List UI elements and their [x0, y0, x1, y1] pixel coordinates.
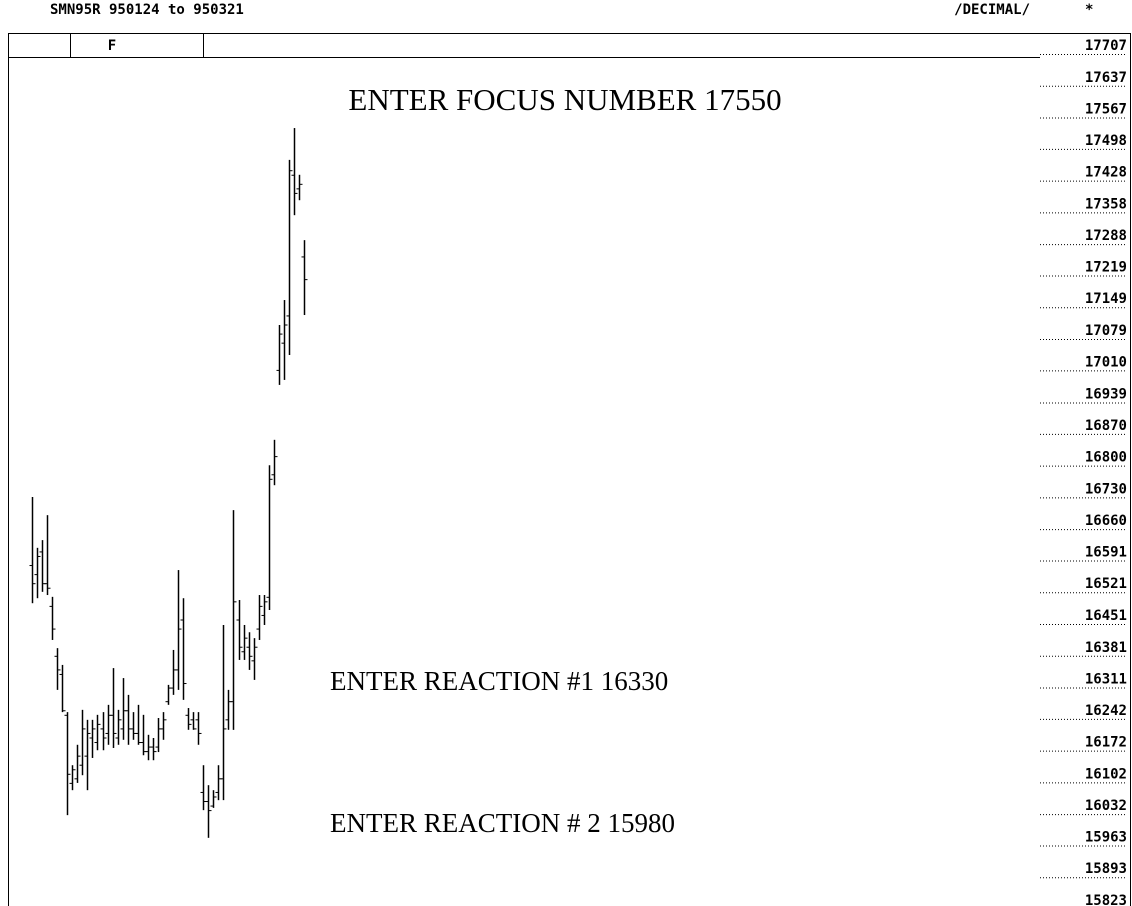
y-tick-label: 16311 — [1085, 672, 1127, 688]
header-title: SMN95R 950124 to 950321 — [50, 2, 244, 18]
y-tick-label: 16939 — [1085, 387, 1127, 403]
y-tick-label: 16451 — [1085, 608, 1127, 624]
y-tick-label: 17707 — [1085, 38, 1127, 54]
y-tick-label: 17149 — [1085, 291, 1127, 307]
y-tick-label: 17498 — [1085, 133, 1127, 149]
y-tick-label: 17358 — [1085, 196, 1127, 212]
y-tick-label: 16102 — [1085, 766, 1127, 782]
y-tick-label: 15893 — [1085, 861, 1127, 877]
y-tick-label: 16032 — [1085, 798, 1127, 814]
y-tick-label: 17428 — [1085, 165, 1127, 181]
y-tick-label: 16381 — [1085, 640, 1127, 656]
y-tick-label: 17219 — [1085, 259, 1127, 275]
y-tick-label: 16800 — [1085, 450, 1127, 466]
header-mode: /DECIMAL/ — [954, 2, 1030, 18]
y-tick-label: 17288 — [1085, 228, 1127, 244]
y-tick-label: 17637 — [1085, 70, 1127, 86]
annotation: ENTER REACTION #1 16330 — [330, 666, 668, 696]
annotation: ENTER REACTION # 2 15980 — [330, 808, 675, 838]
frame — [8, 33, 1131, 906]
y-tick-label: 17567 — [1085, 102, 1127, 118]
y-tick-label: 16591 — [1085, 544, 1127, 560]
y-tick-label: 15963 — [1085, 829, 1127, 845]
y-tick-label: 17010 — [1085, 354, 1127, 370]
tab-label: F — [108, 38, 116, 54]
y-tick-label: 16660 — [1085, 513, 1127, 529]
y-tick-label: 17079 — [1085, 323, 1127, 339]
y-tick-label: 15823 — [1085, 893, 1127, 906]
y-tick-label: 16870 — [1085, 418, 1127, 434]
header-flag: * — [1085, 2, 1093, 18]
annotation: ENTER FOCUS NUMBER 17550 — [348, 82, 781, 117]
y-tick-label: 16730 — [1085, 481, 1127, 497]
y-tick-label: 16172 — [1085, 735, 1127, 751]
y-tick-label: 16521 — [1085, 576, 1127, 592]
y-tick-label: 16242 — [1085, 703, 1127, 719]
